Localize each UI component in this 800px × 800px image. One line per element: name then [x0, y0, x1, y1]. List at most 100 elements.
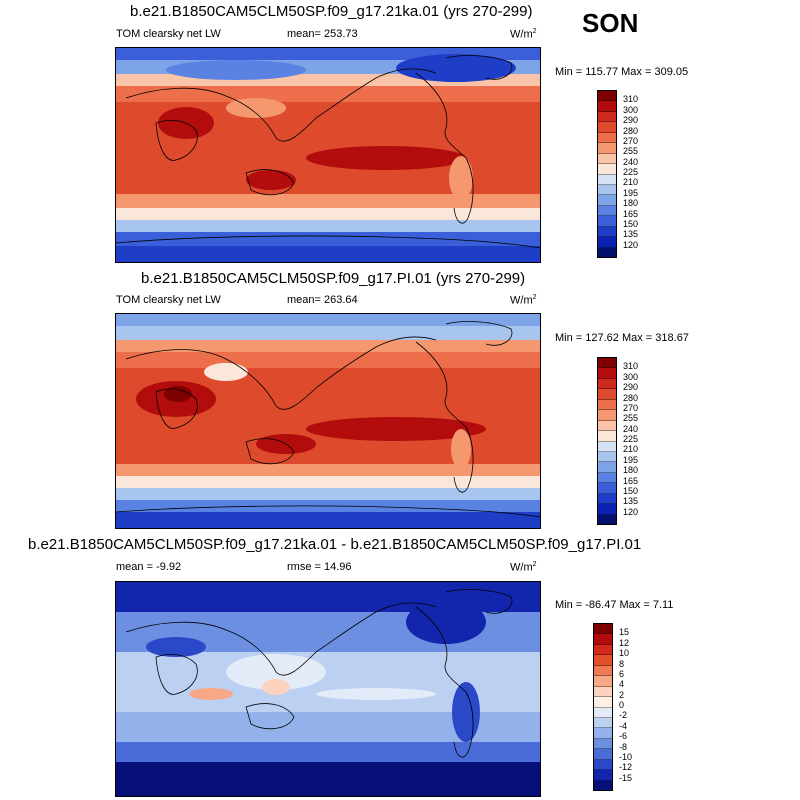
colorbar-swatch	[598, 153, 616, 165]
colorbar-tick-label: 6	[619, 668, 625, 679]
panel-1-variable: TOM clearsky net LW	[116, 28, 221, 40]
colorbar-swatch	[594, 665, 612, 677]
colorbar-tick-label: 120	[623, 239, 639, 250]
colorbar-swatch	[594, 686, 612, 698]
panel-3-minmax: Min = -86.47 Max = 7.11	[555, 599, 674, 611]
colorbar-tick-label: 4	[619, 679, 625, 690]
colorbar-tick-label: 150	[623, 485, 639, 496]
colorbar-swatch	[598, 504, 616, 515]
panel-2-colorbar	[597, 357, 617, 525]
colorbar-swatch	[598, 389, 616, 400]
colorbar-swatch	[598, 462, 616, 473]
colorbar-swatch	[598, 184, 616, 196]
colorbar-tick-label: -15	[619, 772, 633, 783]
colorbar-tick-label: -6	[619, 731, 628, 742]
colorbar-tick-label: 210	[623, 444, 639, 455]
panel-2-units: W/m2	[510, 294, 537, 307]
colorbar-swatch	[594, 770, 612, 781]
colorbar-swatch	[598, 91, 616, 102]
colorbar-swatch	[594, 697, 612, 708]
colorbar-tick-label: -4	[619, 720, 628, 731]
panel-1-map-field	[116, 48, 540, 262]
colorbar-swatch	[594, 759, 612, 771]
panel-3-title: b.e21.B1850CAM5CLM50SP.f09_g17.21ka.01 -…	[28, 536, 642, 553]
colorbar-tick-label: 10	[619, 648, 630, 659]
colorbar-tick-label: -8	[619, 741, 628, 752]
colorbar-swatch	[598, 378, 616, 390]
colorbar-tick-label: 135	[623, 229, 639, 240]
colorbar-tick-label: 280	[623, 392, 639, 403]
colorbar-swatch	[598, 132, 616, 144]
colorbar-tick-label: 225	[623, 434, 639, 444]
colorbar-tick-label: 290	[623, 115, 639, 126]
colorbar-tick-label: 225	[623, 167, 639, 177]
colorbar-swatch	[598, 368, 616, 379]
colorbar-tick-label: 15	[619, 627, 630, 638]
colorbar-swatch	[598, 451, 616, 463]
colorbar-swatch	[598, 205, 616, 217]
colorbar-tick-label: 300	[623, 104, 639, 115]
colorbar-swatch	[594, 624, 612, 635]
colorbar-tick-label: 180	[623, 198, 639, 209]
panel-1-map	[115, 47, 541, 263]
colorbar-tick-label: 300	[623, 371, 639, 382]
colorbar-swatch	[598, 195, 616, 206]
colorbar-swatch	[598, 441, 616, 452]
colorbar-swatch	[598, 399, 616, 411]
panel-3-mean: mean = -9.92	[116, 561, 182, 573]
colorbar-swatch	[598, 247, 616, 257]
colorbar-tick-label: 12	[619, 637, 630, 648]
colorbar-swatch	[598, 226, 616, 238]
colorbar-swatch	[598, 164, 616, 175]
season-label: SON	[582, 8, 639, 38]
colorbar-tick-label: 240	[623, 156, 639, 167]
panel-1-mean: mean= 253.73	[287, 28, 358, 40]
colorbar-tick-label: 150	[623, 218, 639, 229]
colorbar-tick-label: 280	[623, 125, 639, 136]
colorbar-swatch	[598, 493, 616, 505]
colorbar-tick-label: 135	[623, 496, 639, 507]
colorbar-swatch	[598, 472, 616, 484]
colorbar-swatch	[598, 174, 616, 185]
panel-2-map-field	[116, 314, 540, 528]
colorbar-swatch	[594, 749, 612, 760]
colorbar-swatch	[598, 237, 616, 248]
panel-2-minmax: Min = 127.62 Max = 318.67	[555, 332, 689, 344]
colorbar-tick-label: 270	[623, 402, 639, 413]
panel-1-units: W/m2	[510, 28, 537, 41]
colorbar-swatch	[594, 780, 612, 790]
colorbar-tick-label: -10	[619, 751, 633, 762]
colorbar-tick-label: 310	[623, 361, 639, 372]
colorbar-swatch	[598, 410, 616, 421]
colorbar-tick-label: 165	[623, 475, 639, 486]
colorbar-swatch	[598, 216, 616, 227]
colorbar-tick-label: 255	[623, 413, 639, 424]
colorbar-swatch	[594, 707, 612, 718]
panel-3-rmse: rmse = 14.96	[287, 561, 352, 573]
colorbar-swatch	[598, 143, 616, 154]
colorbar-swatch	[598, 122, 616, 133]
colorbar-swatch	[594, 738, 612, 750]
colorbar-tick-label: 165	[623, 208, 639, 219]
colorbar-tick-label: 180	[623, 465, 639, 476]
colorbar-tick-label: 310	[623, 94, 639, 105]
panel-3-units: W/m2	[510, 561, 537, 574]
colorbar-swatch	[594, 717, 612, 729]
colorbar-tick-label: 290	[623, 382, 639, 393]
panel-1-colorbar	[597, 90, 617, 258]
panel-2-variable: TOM clearsky net LW	[116, 294, 221, 306]
colorbar-tick-label: 270	[623, 135, 639, 146]
colorbar-swatch	[594, 644, 612, 656]
panel-3-map-field	[116, 582, 540, 796]
colorbar-swatch	[598, 358, 616, 369]
colorbar-tick-label: -2	[619, 710, 628, 721]
colorbar-tick-label: 195	[623, 454, 639, 465]
panel-3-colorbar	[593, 623, 613, 791]
colorbar-swatch	[598, 483, 616, 494]
colorbar-swatch	[598, 514, 616, 524]
panel-2-title: b.e21.B1850CAM5CLM50SP.f09_g17.PI.01 (yr…	[141, 270, 526, 287]
colorbar-tick-label: 8	[619, 658, 625, 669]
colorbar-swatch	[598, 420, 616, 432]
colorbar-swatch	[594, 634, 612, 645]
colorbar-tick-label: 0	[619, 700, 625, 710]
